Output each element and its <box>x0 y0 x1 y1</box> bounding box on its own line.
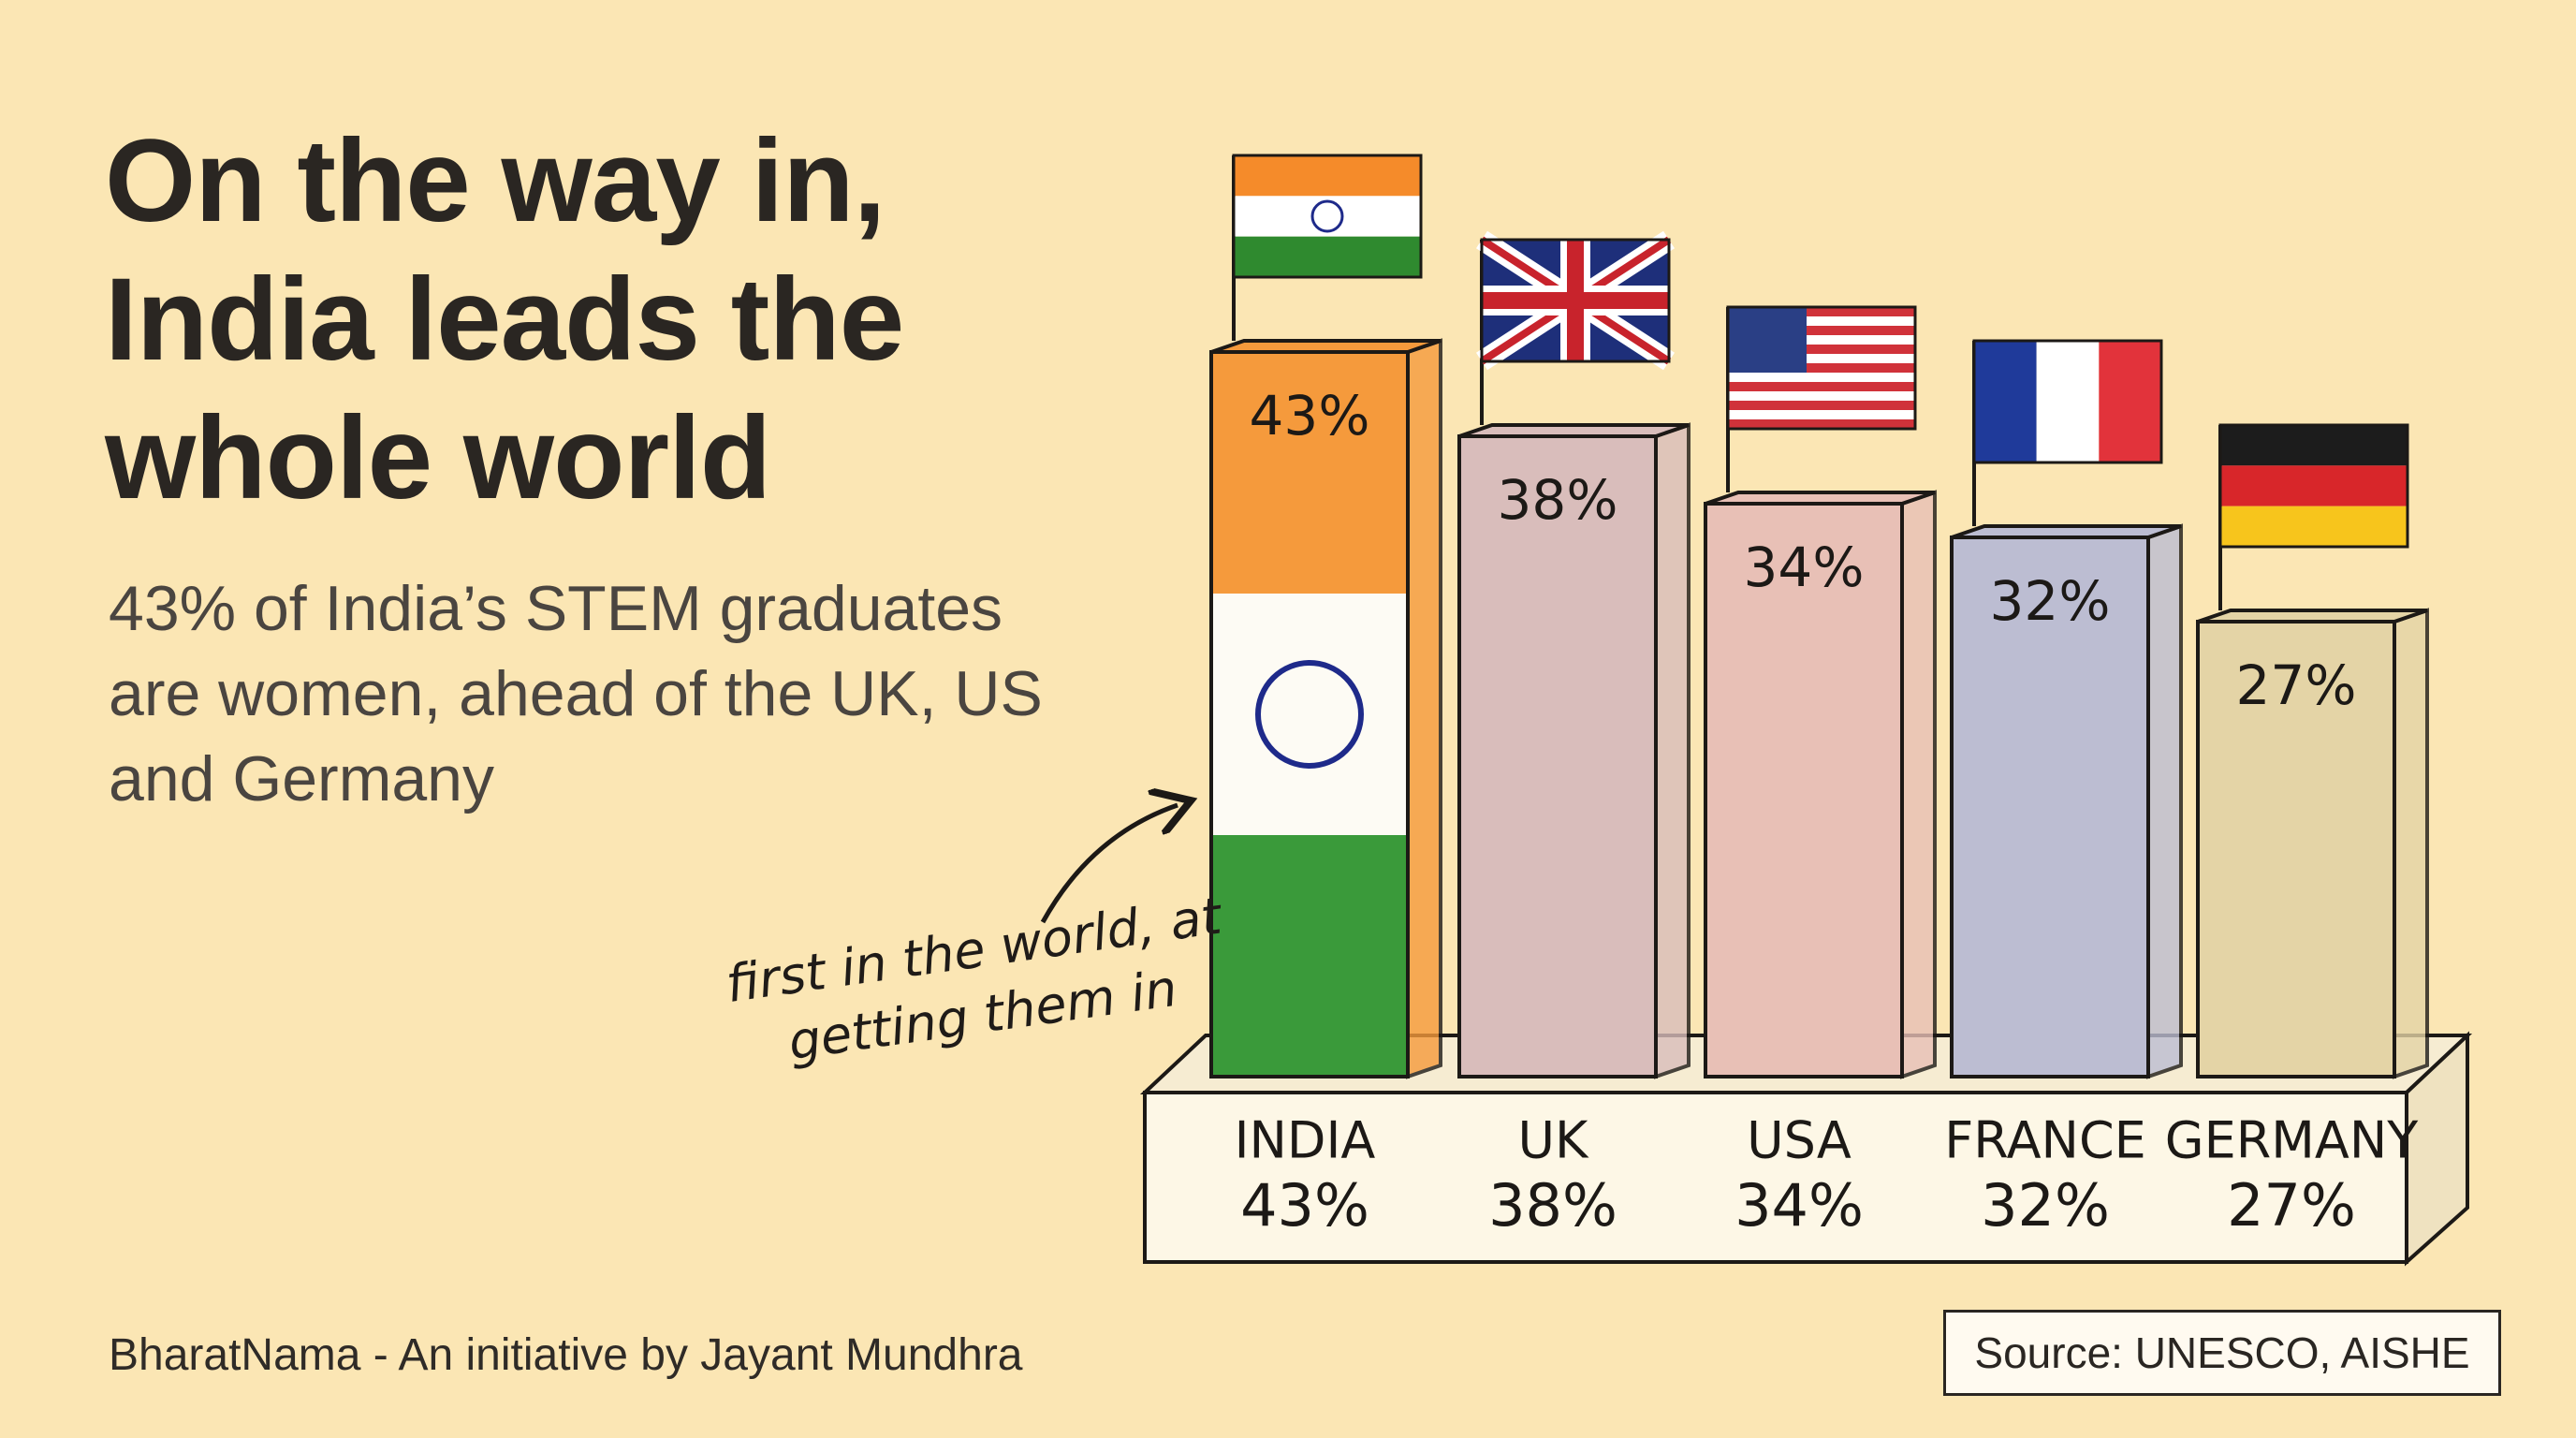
bar <box>1457 434 1658 1078</box>
platform-value-label: 27% <box>2227 1171 2356 1240</box>
flag-part <box>1974 341 2037 462</box>
flag-part <box>1728 410 1915 419</box>
bars: 43%INDIA43%38%UK38%34%USA34%32%FRANCE32%… <box>1209 154 2429 1240</box>
annotation-arrow <box>1040 805 1178 924</box>
flag-stripe <box>1213 594 1406 835</box>
value-label: 34% <box>1744 536 1865 599</box>
flag-part <box>1728 419 1915 429</box>
flag-part <box>1310 199 1344 233</box>
flag-outline <box>1480 238 1671 363</box>
flag-part <box>1728 335 1915 345</box>
value-label: 27% <box>2236 653 2357 717</box>
value-label: 43% <box>1250 384 1370 448</box>
platform-value-label: 32% <box>1981 1171 2110 1240</box>
flag-part <box>2220 425 2408 466</box>
flag-part <box>2220 506 2408 547</box>
title: On the way in, India leads the whole wor… <box>105 116 904 523</box>
platform-front <box>1143 1091 2408 1264</box>
platform-value-label: 43% <box>1240 1171 1369 1240</box>
flag-part <box>2220 465 2408 506</box>
category-label: UK <box>1518 1111 1590 1170</box>
bar-side <box>2393 608 2429 1079</box>
source: Source: UNESCO, AISHE <box>1943 1310 2501 1396</box>
flag-part <box>1728 391 1915 401</box>
flag-outline <box>1972 339 2163 464</box>
flag-part <box>1728 382 1915 391</box>
flag-part <box>1728 373 1915 382</box>
flag-part <box>1728 401 1915 410</box>
flag-part <box>2099 341 2161 462</box>
flag-part <box>2036 341 2100 462</box>
bar <box>2196 620 2396 1078</box>
bar-side <box>2146 523 2183 1079</box>
flag-part <box>1728 316 1915 326</box>
flag-part <box>1728 363 1915 373</box>
bar <box>1704 502 1904 1078</box>
platform-value-label: 34% <box>1734 1171 1864 1240</box>
bar-side <box>1900 490 1937 1079</box>
flag-part <box>1728 307 1915 316</box>
category-label: USA <box>1747 1111 1852 1170</box>
flag-part <box>1482 292 1669 309</box>
category-label: INDIA <box>1235 1111 1376 1170</box>
category-label: GERMANY <box>2165 1111 2419 1170</box>
flag-part <box>1728 307 1807 373</box>
footer: BharatNama - An initiative by Jayant Mun… <box>109 1330 1023 1380</box>
flag-outline <box>1232 154 1423 279</box>
chakra <box>1255 660 1364 769</box>
flag-part <box>1234 155 1421 197</box>
platform-value-label: 38% <box>1488 1171 1617 1240</box>
flag-part <box>1728 354 1915 363</box>
bar-side <box>1654 422 1690 1079</box>
flag-part <box>1728 326 1915 335</box>
flag-outline <box>1726 305 1917 431</box>
subtitle: 43% of India’s STEM graduates are women,… <box>109 573 1043 814</box>
flag-part <box>1234 196 1421 237</box>
value-label: 32% <box>1990 569 2111 633</box>
value-label: 38% <box>1498 468 1618 532</box>
flag-outline <box>2218 423 2409 549</box>
flag-stripe <box>1213 835 1406 1075</box>
category-label: FRANCE <box>1944 1111 2146 1170</box>
bar <box>1950 536 2150 1078</box>
bar-side <box>1406 338 1442 1079</box>
flag-part <box>1728 345 1915 354</box>
flag-part <box>1234 236 1421 277</box>
